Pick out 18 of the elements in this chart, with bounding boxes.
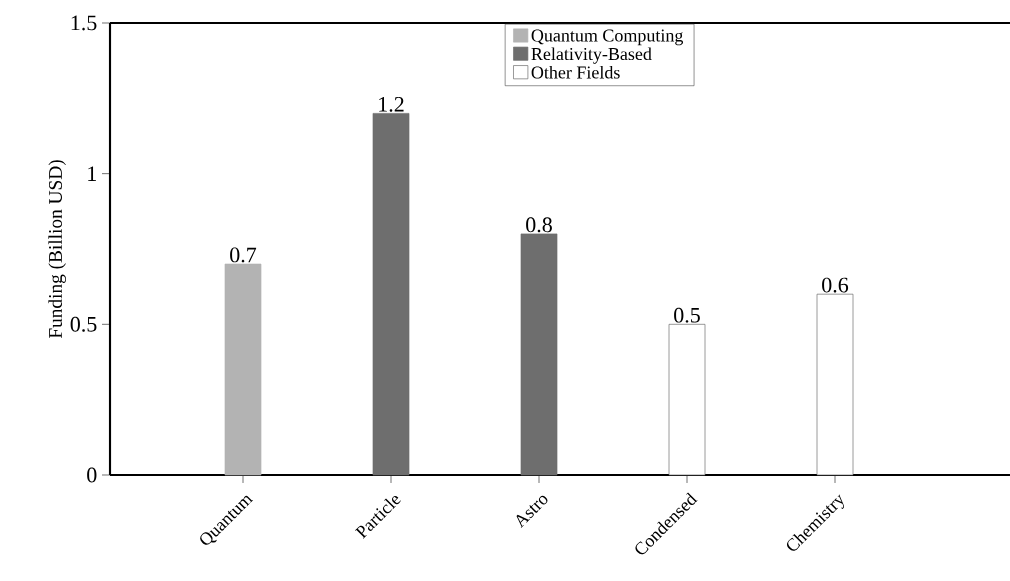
y-tick-label: 0.5	[70, 316, 97, 332]
data-label: 0.6	[822, 277, 849, 293]
legend-label: Relativity-Based	[531, 47, 652, 64]
y-tick-label: 1	[88, 166, 96, 181]
legend-label: Other Fields	[531, 65, 620, 79]
y-tick-label: 1.5	[71, 15, 97, 31]
data-label: 0.7	[230, 247, 257, 263]
bar	[224, 263, 262, 476]
bar	[520, 233, 558, 476]
data-label: 0.8	[526, 217, 552, 233]
bar	[816, 293, 854, 476]
bar	[372, 113, 410, 476]
legend-label: Quantum Computing	[531, 29, 684, 46]
bar	[668, 323, 706, 476]
y-tick-label: 0	[87, 467, 97, 483]
data-label: 1.2	[379, 96, 404, 112]
data-label: 0.5	[674, 307, 700, 323]
y-axis-title: Funding (Billion USD)	[48, 160, 66, 339]
